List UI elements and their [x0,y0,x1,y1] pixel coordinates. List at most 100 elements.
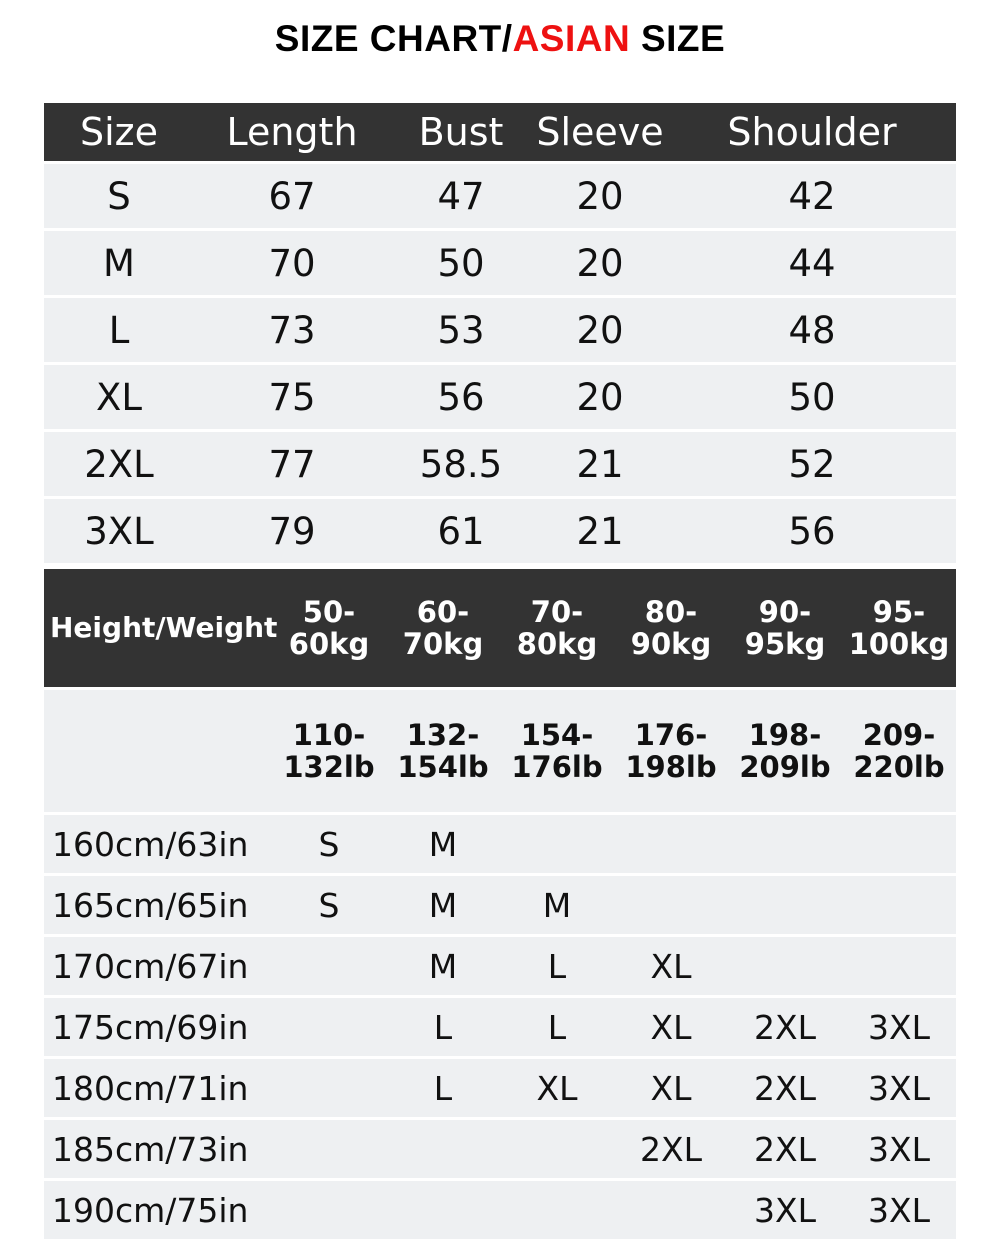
size-cell: 2XL [614,1120,728,1178]
size-cell: L [386,998,500,1056]
weight-range-kg: 60- 70kg [386,569,500,687]
cell-shoulder: 52 [668,432,956,496]
cell-size: M [44,231,194,295]
table-row: 175cm/69in L L XL 2XL 3XL [44,998,956,1056]
size-cell [614,815,728,873]
size-cell [272,998,386,1056]
table-row: 180cm/71in L XL XL 2XL 3XL [44,1059,956,1117]
cell-size: XL [44,365,194,429]
weight-range-kg: 50- 60kg [272,569,386,687]
page-title: SIZE CHART/ASIAN SIZE [0,0,1000,57]
cell-size: 3XL [44,499,194,563]
column-header-length: Length [194,103,390,161]
cell-bust: 53 [390,298,532,362]
size-cell: S [272,815,386,873]
cell-sleeve: 20 [532,298,668,362]
cell-length: 77 [194,432,390,496]
weight-range-lb: 198- 209lb [728,690,842,812]
size-cell: 3XL [842,998,956,1056]
column-header-size: Size [44,103,194,161]
size-cell [272,1120,386,1178]
size-chart-container: Size Length Bust Sleeve Shoulder S 67 47… [44,100,956,1242]
weight-range-lb: 110- 132lb [272,690,386,812]
size-cell: 3XL [728,1181,842,1239]
table-row: 165cm/65in S M M [44,876,956,934]
size-cell: 3XL [842,1181,956,1239]
size-cell [614,876,728,934]
weight-range-kg: 95- 100kg [842,569,956,687]
weight-header-row: Height/Weight 50- 60kg 60- 70kg 70- 80kg… [44,569,956,687]
weight-range-kg: 80- 90kg [614,569,728,687]
column-header-sleeve: Sleeve [532,103,668,161]
measurement-table-header-row: Size Length Bust Sleeve Shoulder [44,103,956,161]
size-cell [500,1120,614,1178]
size-cell [614,1181,728,1239]
cell-shoulder: 56 [668,499,956,563]
column-header-shoulder: Shoulder [668,103,956,161]
height-label: 170cm/67in [44,937,272,995]
size-cell [386,1120,500,1178]
weight-lb-row-label [44,690,272,812]
height-label: 190cm/75in [44,1181,272,1239]
size-cell [386,1181,500,1239]
table-row: 2XL 77 58.5 21 52 [44,432,956,496]
size-cell [728,876,842,934]
size-cell [728,937,842,995]
title-text-primary: SIZE CHART/ [274,18,513,59]
size-cell: M [386,815,500,873]
size-cell: 2XL [728,998,842,1056]
size-cell: L [386,1059,500,1117]
column-header-bust: Bust [390,103,532,161]
height-label: 175cm/69in [44,998,272,1056]
size-cell: 3XL [842,1120,956,1178]
table-row: 170cm/67in M L XL [44,937,956,995]
cell-length: 73 [194,298,390,362]
cell-shoulder: 42 [668,164,956,228]
weight-range-lb: 209- 220lb [842,690,956,812]
table-row: 160cm/63in S M [44,815,956,873]
cell-bust: 61 [390,499,532,563]
cell-bust: 50 [390,231,532,295]
size-cell [272,937,386,995]
weight-range-kg: 70- 80kg [500,569,614,687]
size-cell: XL [614,1059,728,1117]
cell-sleeve: 20 [532,231,668,295]
cell-bust: 58.5 [390,432,532,496]
weight-range-lb-row: 110- 132lb 132- 154lb 154- 176lb 176- 19… [44,690,956,812]
height-weight-corner-label: Height/Weight [44,569,277,687]
table-row: 3XL 79 61 21 56 [44,499,956,563]
table-row: 185cm/73in 2XL 2XL 3XL [44,1120,956,1178]
size-cell: L [500,998,614,1056]
size-cell [500,815,614,873]
height-label: 180cm/71in [44,1059,272,1117]
weight-range-lb: 154- 176lb [500,690,614,812]
size-cell [728,815,842,873]
size-cell [842,876,956,934]
size-cell: 2XL [728,1059,842,1117]
height-weight-table: Height/Weight 50- 60kg 60- 70kg 70- 80kg… [44,566,956,1242]
height-label: 165cm/65in [44,876,272,934]
title-text-suffix: SIZE [630,18,726,59]
cell-size: 2XL [44,432,194,496]
size-cell: M [386,876,500,934]
size-cell: S [272,876,386,934]
cell-size: L [44,298,194,362]
weight-range-kg: 90- 95kg [728,569,842,687]
cell-shoulder: 50 [668,365,956,429]
cell-sleeve: 21 [532,432,668,496]
size-cell: XL [614,998,728,1056]
cell-length: 75 [194,365,390,429]
table-row: S 67 47 20 42 [44,164,956,228]
cell-bust: 47 [390,164,532,228]
cell-length: 67 [194,164,390,228]
measurement-table: Size Length Bust Sleeve Shoulder S 67 47… [44,100,956,566]
title-text-accent: ASIAN [512,18,631,59]
size-cell: L [500,937,614,995]
size-cell: XL [500,1059,614,1117]
height-label: 160cm/63in [44,815,272,873]
cell-bust: 56 [390,365,532,429]
table-row: L 73 53 20 48 [44,298,956,362]
size-cell [842,937,956,995]
size-cell: M [386,937,500,995]
size-cell [272,1181,386,1239]
